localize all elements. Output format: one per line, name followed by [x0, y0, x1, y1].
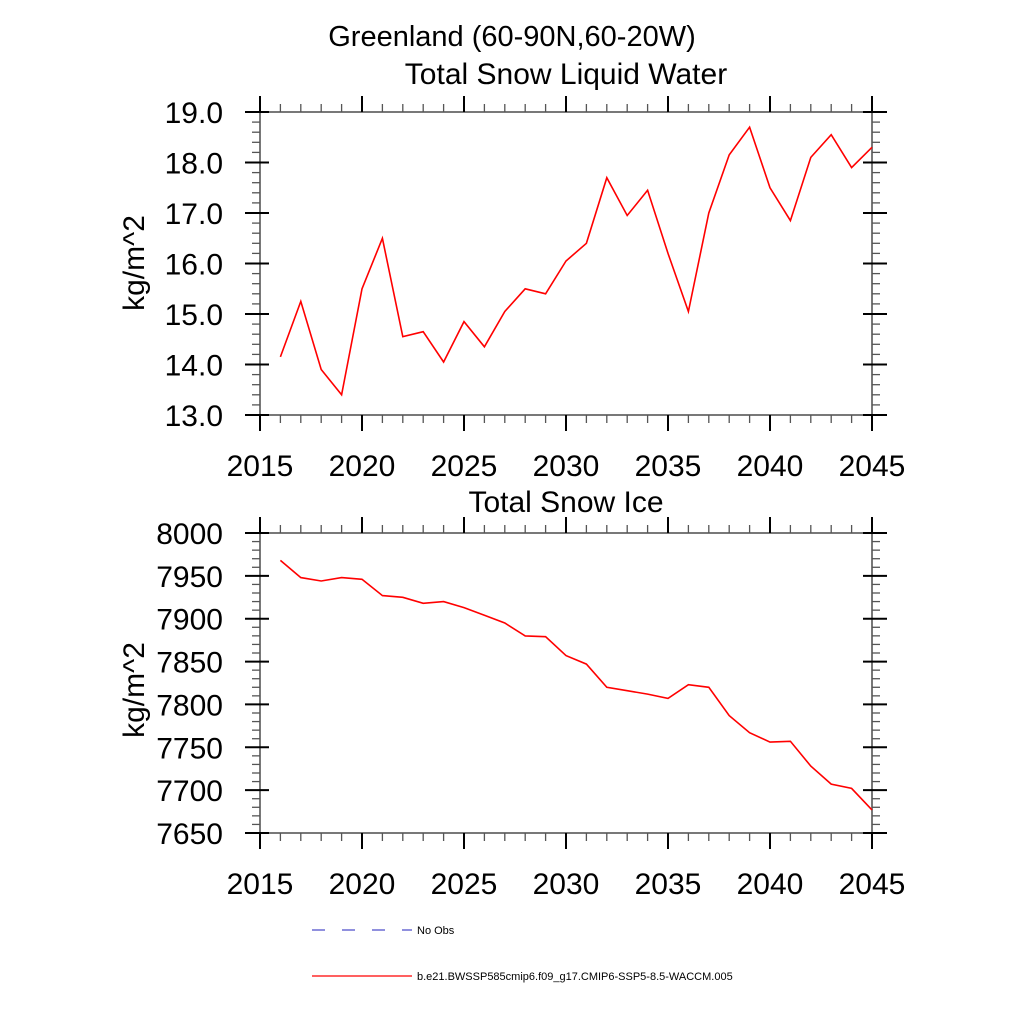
x-tick-label: 2015 [227, 450, 294, 483]
series-line [279, 559, 873, 811]
top-chart-title: Total Snow Liquid Water [404, 58, 728, 91]
no-obs-legend-label: No Obs [417, 925, 455, 937]
x-tick-label: 2025 [431, 450, 498, 483]
y-tick-label: 7850 [156, 647, 223, 680]
x-tick-label: 2040 [737, 868, 804, 901]
y-tick-label: 13.0 [165, 400, 223, 433]
y-tick-label: 17.0 [165, 198, 223, 231]
x-tick-label: 2020 [329, 450, 396, 483]
y-tick-label: 7700 [156, 775, 223, 808]
x-tick-label: 2030 [533, 450, 600, 483]
y-tick-label: 7950 [156, 561, 223, 594]
x-tick-label: 2015 [227, 868, 294, 901]
x-tick-label: 2030 [533, 868, 600, 901]
y-tick-label: 16.0 [165, 249, 223, 282]
y-tick-label: 7800 [156, 689, 223, 722]
y-tick-label: 7750 [156, 732, 223, 765]
bottom-chart: 2015 2020 2025 2030 2035 2040 2045 7650 7700 7750… [156, 517, 905, 901]
y-tick-label: 19.0 [165, 97, 223, 130]
x-tick-label: 2040 [737, 450, 804, 483]
x-tick-label: 2025 [431, 868, 498, 901]
x-tick-label: 2035 [635, 450, 702, 483]
y-tick-label: 7650 [156, 818, 223, 851]
y-tick-label: 8000 [156, 518, 223, 551]
y-tick-label: 7900 [156, 604, 223, 637]
legend: No Obs b.e21.BWSSP585cmip6.f09_g17.CMIP6… [312, 925, 733, 983]
x-tick-label: 2020 [329, 868, 396, 901]
y-tick-label: 15.0 [165, 299, 223, 332]
y-tick-label: 14.0 [165, 350, 223, 383]
bottom-chart-title: Total Snow Ice [468, 486, 664, 519]
x-tick-label: 2035 [635, 868, 702, 901]
plot-frame [259, 111, 873, 416]
y-tick-label: 18.0 [165, 148, 223, 181]
figure-title: Greenland (60-90N,60-20W) [328, 21, 696, 53]
x-tick-label: 2045 [839, 450, 906, 483]
top-chart: 2015 2020 2025 2030 2035 2040 2045 13.0 14.0 15.0… [165, 96, 906, 483]
series-line [279, 125, 873, 397]
x-tick-label: 2045 [839, 868, 906, 901]
model-run-legend-label: b.e21.BWSSP585cmip6.f09_g17.CMIP6-SSP5-8… [417, 971, 733, 983]
